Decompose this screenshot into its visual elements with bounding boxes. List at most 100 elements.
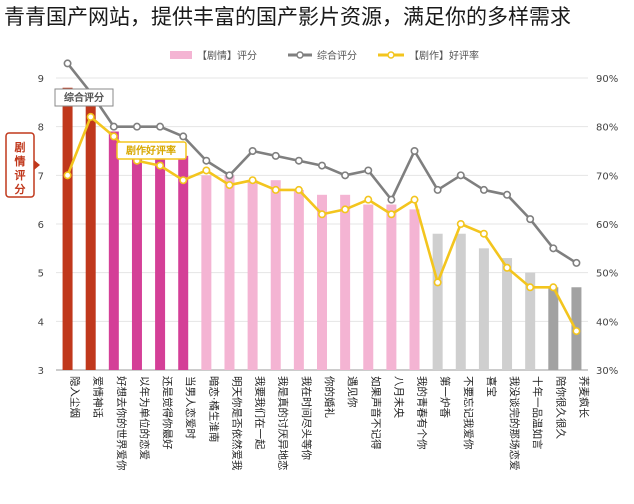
bar	[363, 204, 374, 370]
series-point	[271, 151, 280, 160]
bar	[525, 272, 536, 370]
x-tick-label: 好想去你的世界爱你	[115, 376, 128, 471]
x-tick-label: 十年一品温如言	[531, 376, 544, 450]
right-tick-label: 40%	[596, 317, 618, 328]
x-tick-label: 以年为单位的恋爱	[138, 376, 151, 460]
right-tick-label: 60%	[596, 220, 618, 231]
bar	[247, 180, 258, 370]
legend-marker-rate	[387, 51, 395, 59]
legend-label-rate: 【剧作】好评率	[409, 49, 479, 62]
legend-swatch-bar	[170, 51, 192, 59]
left-axis: 3 4 5 6 7 8 9	[38, 74, 44, 377]
series-point	[156, 122, 165, 131]
series-point	[479, 185, 488, 194]
bar	[478, 248, 489, 370]
series-point	[387, 210, 396, 219]
right-tick-label: 30%	[596, 366, 618, 377]
left-tick-label: 3	[38, 366, 44, 377]
left-tick-label: 4	[38, 317, 44, 328]
left-tick-label: 8	[38, 123, 44, 134]
bar	[502, 258, 513, 370]
x-tick-label: 第一炉香	[439, 376, 452, 418]
series-point	[202, 156, 211, 165]
x-tick-label: 八月未央	[392, 376, 405, 418]
series-point	[271, 185, 280, 194]
series-point	[248, 147, 257, 156]
left-tick-label: 9	[38, 74, 44, 85]
x-tick-label: 不要忘记我爱你	[462, 376, 475, 450]
right-tick-label: 70%	[596, 171, 618, 182]
series-point	[202, 166, 211, 175]
series-point	[86, 112, 95, 121]
x-tick-label: 陪你很久很久	[554, 376, 567, 439]
x-tick-label: 明天你是否依然爱我	[230, 376, 243, 471]
series-point	[248, 176, 257, 185]
series-point	[387, 195, 396, 204]
right-axis: 30% 40% 50% 60% 70% 80% 90%	[596, 74, 618, 377]
series-point	[317, 161, 326, 170]
series-point	[294, 156, 303, 165]
left-axis-label-box: 剧情评分	[5, 132, 40, 198]
x-tick-label: 如果声音不记得	[369, 376, 382, 450]
series-point	[572, 327, 581, 336]
bar	[131, 146, 142, 370]
bar	[409, 209, 420, 370]
score-callout-label: 综合评分	[64, 91, 104, 104]
legend: 【剧情】评分 综合评分 【剧作】好评率	[170, 49, 479, 62]
series-point	[433, 278, 442, 287]
left-axis-label: 剧情评分	[15, 140, 26, 196]
series-point	[63, 59, 72, 68]
bar	[293, 189, 304, 370]
x-tick-label: 我没谈完的那场恋爱	[508, 376, 521, 471]
series-point	[503, 190, 512, 199]
series-point	[225, 181, 234, 190]
series-point	[109, 132, 118, 141]
bar	[386, 204, 397, 370]
series-point	[479, 229, 488, 238]
bar	[178, 155, 189, 370]
series-point	[364, 195, 373, 204]
bar	[432, 233, 443, 370]
series-point	[341, 171, 350, 180]
x-tick-label: 我要我们在一起	[254, 376, 267, 450]
series-point	[63, 171, 72, 180]
series-point	[364, 166, 373, 175]
series-point	[433, 185, 442, 194]
x-tick-label: 当男人恋爱时	[184, 376, 197, 439]
bar	[340, 194, 351, 370]
bar-series	[62, 87, 582, 370]
left-tick-label: 7	[38, 171, 44, 182]
bar	[201, 175, 212, 370]
bar	[270, 180, 281, 370]
x-tick-label: 暗恋·橘生淮南	[207, 376, 220, 442]
rate-callout: 剧作好评率	[116, 141, 187, 160]
x-tick-label: 我的青春有个你	[416, 376, 429, 450]
bar	[317, 194, 327, 370]
x-tick-label: 喜宝	[485, 376, 498, 397]
x-tick-label: 我是真的讨厌异地恋	[277, 376, 290, 471]
series-point	[549, 283, 558, 292]
score-callout: 综合评分	[54, 88, 114, 107]
series-point	[179, 132, 188, 141]
bar	[62, 87, 73, 370]
series-point	[132, 122, 141, 131]
bar	[85, 92, 96, 370]
x-tick-label: 还是觉得你最好	[161, 376, 174, 450]
series-point	[456, 220, 465, 229]
overlay-caption: 青青国产网站，提供丰富的国产影片资源，满足你的多样需求	[0, 0, 634, 33]
bar	[548, 287, 559, 370]
bar	[108, 131, 119, 370]
legend-label-bar: 【剧情】评分	[197, 49, 257, 62]
right-tick-label: 80%	[596, 123, 618, 134]
x-tick-label: 你的婚礼	[323, 376, 336, 418]
bar	[455, 233, 466, 370]
series-point	[572, 258, 581, 267]
bar	[224, 175, 235, 370]
series-point	[526, 283, 535, 292]
series-point	[225, 171, 234, 180]
series-point	[179, 176, 188, 185]
x-tick-label: 遇见你	[346, 376, 359, 408]
x-tick-label: 爱情神话	[92, 376, 105, 418]
series-point	[526, 215, 535, 224]
